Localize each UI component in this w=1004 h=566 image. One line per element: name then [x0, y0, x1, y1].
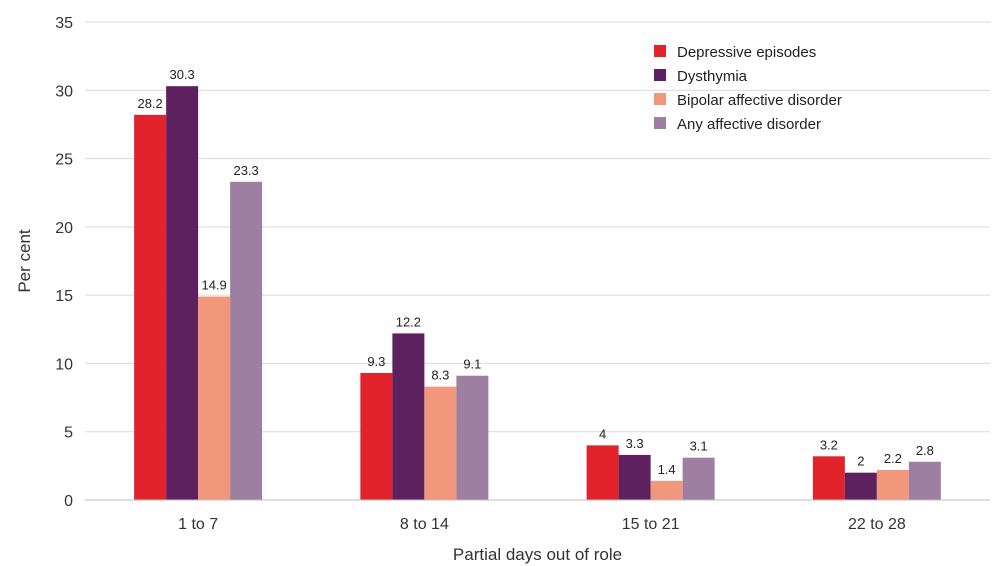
bar	[876, 469, 909, 500]
legend-swatch	[654, 93, 666, 105]
data-label: 9.3	[367, 354, 385, 369]
bar	[456, 375, 489, 500]
x-tick-label: 8 to 14	[400, 516, 449, 533]
bars	[134, 86, 941, 501]
data-label: 30.3	[169, 67, 194, 82]
bar	[586, 445, 619, 500]
legend-swatch	[654, 117, 666, 129]
bar	[682, 457, 715, 500]
legend-label: Dysthymia	[677, 68, 748, 85]
legend: Depressive episodes Dysthymia Bipolar affe…	[654, 44, 842, 133]
data-label: 23.3	[233, 163, 258, 178]
legend-label: Bipolar affective disorder	[677, 92, 842, 109]
bar	[134, 114, 167, 501]
y-tick-label: 25	[55, 152, 73, 169]
bar	[424, 386, 457, 500]
bar	[618, 454, 651, 500]
y-tick-label: 0	[64, 493, 73, 510]
y-tick-label: 5	[64, 425, 73, 442]
y-tick-label: 35	[55, 15, 73, 32]
legend-label: Any affective disorder	[677, 116, 821, 133]
data-label: 4	[599, 426, 606, 441]
legend-swatch	[654, 69, 666, 81]
data-label: 3.2	[820, 437, 838, 452]
data-label: 2	[857, 454, 864, 469]
bar	[844, 472, 877, 500]
data-label: 1.4	[658, 462, 676, 477]
bar	[230, 181, 263, 500]
legend-swatch	[654, 45, 666, 57]
data-label: 8.3	[431, 368, 449, 383]
data-label: 28.2	[137, 96, 162, 111]
data-label: 9.1	[463, 357, 481, 372]
bar	[392, 333, 425, 500]
y-axis-title: Per cent	[15, 229, 34, 293]
data-label: 3.1	[690, 439, 708, 454]
x-axis-ticks: 1 to 7 8 to 14 15 to 21 22 to 28	[178, 516, 906, 533]
x-tick-label: 22 to 28	[848, 516, 906, 533]
data-label: 2.2	[884, 451, 902, 466]
data-labels: 28.2 30.3 14.9 23.3 9.3 12.2 8.3 9.1 4 3.3 1.4 3.1 3…	[137, 67, 933, 477]
y-tick-label: 10	[55, 356, 73, 373]
data-label: 2.8	[916, 443, 934, 458]
legend-label: Depressive episodes	[677, 44, 816, 61]
y-tick-label: 20	[55, 220, 73, 237]
y-tick-label: 30	[55, 83, 73, 100]
bar	[360, 372, 393, 500]
bar	[812, 456, 845, 500]
y-tick-label: 15	[55, 288, 73, 305]
data-label: 12.2	[396, 314, 421, 329]
y-axis-ticks: 0 5 10 15 20 25 30 35	[55, 15, 73, 510]
bar	[166, 86, 199, 500]
bar	[908, 461, 941, 500]
x-axis-title: Partial days out of role	[453, 545, 622, 564]
data-label: 3.3	[626, 436, 644, 451]
bar	[198, 296, 231, 500]
data-label: 14.9	[201, 278, 226, 293]
x-tick-label: 15 to 21	[622, 516, 680, 533]
bar	[650, 480, 683, 500]
x-tick-label: 1 to 7	[178, 516, 218, 533]
